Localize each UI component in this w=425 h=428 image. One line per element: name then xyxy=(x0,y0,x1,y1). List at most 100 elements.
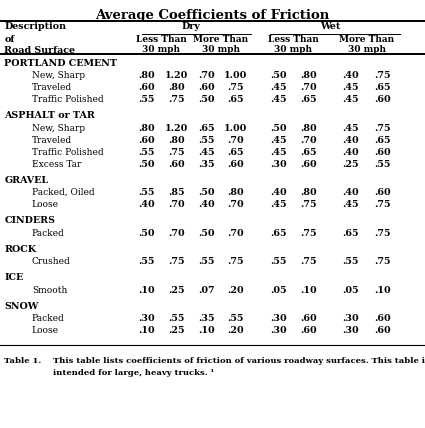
Text: .50: .50 xyxy=(139,229,155,238)
Text: .30: .30 xyxy=(270,314,287,323)
Text: .60: .60 xyxy=(374,326,391,335)
Text: .75: .75 xyxy=(168,257,184,266)
Text: .65: .65 xyxy=(300,95,316,104)
Text: .65: .65 xyxy=(270,229,286,238)
Text: GRAVEL: GRAVEL xyxy=(4,176,48,185)
Text: .85: .85 xyxy=(168,188,184,197)
Text: .75: .75 xyxy=(300,257,316,266)
Text: .05: .05 xyxy=(270,285,286,295)
Text: .45: .45 xyxy=(343,95,359,104)
Text: .45: .45 xyxy=(343,83,359,92)
Text: .45: .45 xyxy=(198,148,214,157)
Text: .60: .60 xyxy=(374,188,391,197)
Text: .55: .55 xyxy=(343,257,359,266)
Text: .40: .40 xyxy=(342,148,359,157)
Text: .65: .65 xyxy=(374,136,391,145)
Text: .60: .60 xyxy=(138,136,155,145)
Text: .60: .60 xyxy=(300,314,317,323)
Text: .75: .75 xyxy=(374,229,391,238)
Text: .65: .65 xyxy=(228,148,244,157)
Text: PORTLAND CEMENT: PORTLAND CEMENT xyxy=(4,59,117,68)
Text: .80: .80 xyxy=(227,188,244,197)
Text: This table lists coefficients of friction of various roadway surfaces. This tabl: This table lists coefficients of frictio… xyxy=(53,357,425,366)
Text: .50: .50 xyxy=(198,229,214,238)
Text: .30: .30 xyxy=(342,326,359,335)
Text: 1.00: 1.00 xyxy=(224,71,247,80)
Text: .45: .45 xyxy=(270,148,286,157)
Text: .55: .55 xyxy=(228,314,244,323)
Text: .45: .45 xyxy=(270,200,286,209)
Text: .30: .30 xyxy=(270,160,287,169)
Text: .70: .70 xyxy=(300,136,317,145)
Text: .75: .75 xyxy=(228,257,244,266)
Text: .50: .50 xyxy=(198,188,214,197)
Text: SNOW: SNOW xyxy=(4,302,39,311)
Text: .50: .50 xyxy=(198,95,214,104)
Text: .10: .10 xyxy=(198,326,215,335)
Text: .10: .10 xyxy=(300,285,317,295)
Text: Excess Tar: Excess Tar xyxy=(32,160,81,169)
Text: .70: .70 xyxy=(227,200,244,209)
Text: Traveled: Traveled xyxy=(32,136,72,145)
Text: .80: .80 xyxy=(168,83,185,92)
Text: .65: .65 xyxy=(343,229,359,238)
Text: Traveled: Traveled xyxy=(32,83,72,92)
Text: 1.00: 1.00 xyxy=(224,124,247,133)
Text: .75: .75 xyxy=(168,148,184,157)
Text: .80: .80 xyxy=(168,136,185,145)
Text: .55: .55 xyxy=(198,257,214,266)
Text: .60: .60 xyxy=(374,95,391,104)
Text: Crushed: Crushed xyxy=(32,257,71,266)
Text: Road Surface: Road Surface xyxy=(4,46,75,55)
Text: Loose: Loose xyxy=(32,200,59,209)
Text: .65: .65 xyxy=(300,148,316,157)
Text: intended for large, heavy trucks. ¹: intended for large, heavy trucks. ¹ xyxy=(53,369,214,377)
Text: .30: .30 xyxy=(138,314,155,323)
Text: Traffic Polished: Traffic Polished xyxy=(32,95,104,104)
Text: .45: .45 xyxy=(270,136,286,145)
Text: .60: .60 xyxy=(138,83,155,92)
Text: Less Than
30 mph: Less Than 30 mph xyxy=(268,35,319,54)
Text: .75: .75 xyxy=(374,124,391,133)
Text: .70: .70 xyxy=(227,229,244,238)
Text: .75: .75 xyxy=(168,95,184,104)
Text: New, Sharp: New, Sharp xyxy=(32,71,85,80)
Text: .60: .60 xyxy=(168,160,185,169)
Text: .55: .55 xyxy=(139,95,155,104)
Text: .55: .55 xyxy=(139,148,155,157)
Text: Less Than
30 mph: Less Than 30 mph xyxy=(136,35,187,54)
Text: Loose: Loose xyxy=(32,326,59,335)
Text: .40: .40 xyxy=(342,136,359,145)
Text: Dry: Dry xyxy=(182,22,201,31)
Text: .40: .40 xyxy=(270,188,287,197)
Text: .55: .55 xyxy=(374,160,391,169)
Text: .35: .35 xyxy=(198,314,214,323)
Text: .45: .45 xyxy=(270,83,286,92)
Text: .25: .25 xyxy=(168,326,184,335)
Text: .75: .75 xyxy=(300,200,316,209)
Text: .55: .55 xyxy=(168,314,184,323)
Text: .80: .80 xyxy=(300,188,317,197)
Text: .40: .40 xyxy=(342,71,359,80)
Text: Average Coefficients of Friction: Average Coefficients of Friction xyxy=(95,9,330,22)
Text: .75: .75 xyxy=(374,71,391,80)
Text: .25: .25 xyxy=(168,285,184,295)
Text: Description: Description xyxy=(4,22,66,31)
Text: .50: .50 xyxy=(270,71,286,80)
Text: .40: .40 xyxy=(138,200,155,209)
Text: .45: .45 xyxy=(343,124,359,133)
Text: .45: .45 xyxy=(270,95,286,104)
Text: .20: .20 xyxy=(227,326,244,335)
Text: Packed: Packed xyxy=(32,314,65,323)
Text: .55: .55 xyxy=(198,136,214,145)
Text: .75: .75 xyxy=(300,229,316,238)
Text: .65: .65 xyxy=(198,124,214,133)
Text: New, Sharp: New, Sharp xyxy=(32,124,85,133)
Text: .70: .70 xyxy=(300,83,317,92)
Text: .80: .80 xyxy=(138,71,155,80)
Text: ASPHALT or TAR: ASPHALT or TAR xyxy=(4,111,95,120)
Text: .55: .55 xyxy=(270,257,286,266)
Text: .50: .50 xyxy=(139,160,155,169)
Text: .60: .60 xyxy=(374,314,391,323)
Text: .70: .70 xyxy=(198,71,215,80)
